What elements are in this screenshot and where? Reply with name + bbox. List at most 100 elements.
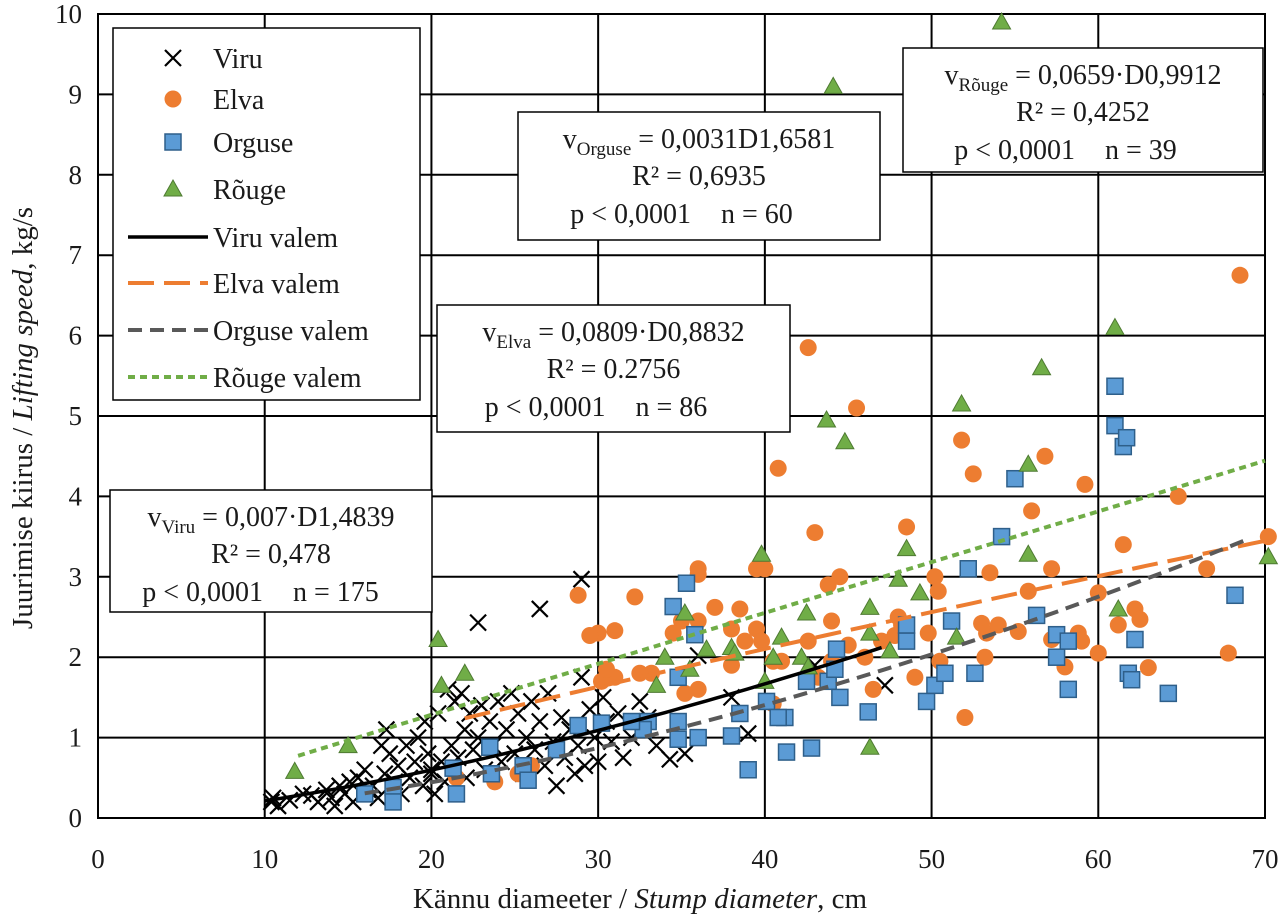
data-point xyxy=(689,612,707,630)
data-point-stroke xyxy=(547,777,566,795)
n-count-text: n = 86 xyxy=(636,392,708,423)
data-point xyxy=(816,410,837,428)
data-point-stroke xyxy=(566,765,584,783)
y-tick-label: 3 xyxy=(69,562,83,592)
legend-label: Viru valem xyxy=(213,223,338,254)
data-point xyxy=(576,756,594,775)
legend-label: Rõuge valem xyxy=(213,363,362,394)
data-point xyxy=(898,518,916,536)
data-point-stroke xyxy=(572,570,591,588)
data-point xyxy=(631,692,649,711)
data-point-stroke xyxy=(309,793,327,811)
data-point xyxy=(946,627,967,645)
data-point-stroke xyxy=(442,736,461,755)
data-point xyxy=(1031,357,1052,376)
series-orguse xyxy=(355,377,1244,811)
data-point xyxy=(414,777,432,795)
data-point-stroke xyxy=(489,692,507,711)
equation-v: v xyxy=(563,124,577,155)
p-value-text: p < 0,0001 xyxy=(485,392,606,423)
x-tick-label: 50 xyxy=(918,844,945,874)
series-elva xyxy=(447,266,1277,791)
data-point-stroke xyxy=(452,684,471,703)
data-point xyxy=(597,660,615,678)
data-point xyxy=(614,748,632,767)
data-point xyxy=(664,597,682,616)
data-point-stroke xyxy=(481,712,499,731)
x-tick-label: 20 xyxy=(418,844,445,874)
data-point xyxy=(569,716,587,735)
equation-subscript: Elva xyxy=(496,332,531,353)
n-count-text: n = 39 xyxy=(1105,135,1177,166)
y-tick-label: 9 xyxy=(69,79,83,109)
p-value-text: p < 0,0001 xyxy=(570,199,691,230)
data-point-stroke xyxy=(455,720,474,739)
data-point xyxy=(1023,502,1041,520)
equation-box-frame xyxy=(436,304,791,433)
equation-formula: = 0,0809·D0,8832 xyxy=(531,317,744,348)
data-point-stroke xyxy=(647,736,666,755)
data-point xyxy=(860,623,880,641)
legend-marker xyxy=(164,133,182,151)
legend-item-rõuge: Rõuge xyxy=(163,175,286,206)
data-point xyxy=(1198,560,1216,578)
data-point xyxy=(953,431,971,449)
data-point xyxy=(966,664,984,683)
data-point xyxy=(731,600,749,618)
data-point xyxy=(942,612,961,630)
x-tick-label: 0 xyxy=(91,844,105,874)
data-point xyxy=(676,684,694,702)
data-point xyxy=(677,574,696,592)
data-point-stroke xyxy=(589,752,607,771)
legend-item-orguse: Orguse xyxy=(164,128,293,159)
legend-label: Orguse valem xyxy=(213,316,369,347)
y-tick-label: 2 xyxy=(69,642,83,672)
y-axis-label: Juurimise kiirus / Lifting speed, kg/s xyxy=(7,207,39,629)
data-point xyxy=(405,752,424,771)
data-point xyxy=(517,728,536,747)
data-point xyxy=(646,675,667,693)
x-tick-label: 60 xyxy=(1085,844,1112,874)
data-point xyxy=(897,632,916,650)
data-point xyxy=(777,743,796,761)
legend-item-rõuge-valem: Rõuge valem xyxy=(128,363,362,394)
x-tick-label: 40 xyxy=(751,844,778,874)
data-point xyxy=(380,744,399,763)
r-squared-text: R² = 0,478 xyxy=(211,539,331,570)
data-point xyxy=(769,708,787,727)
data-point xyxy=(1059,680,1078,699)
series-rõuge xyxy=(284,12,1279,779)
data-point-stroke xyxy=(531,712,549,731)
data-point xyxy=(676,744,694,763)
data-point xyxy=(1219,644,1237,662)
data-point xyxy=(552,708,571,727)
equation-text: vViru = 0,007·D1,4839 xyxy=(147,502,394,538)
data-point xyxy=(330,777,349,795)
data-point xyxy=(1076,475,1094,493)
data-point xyxy=(751,544,772,562)
data-point xyxy=(919,624,937,642)
data-point xyxy=(384,793,402,811)
data-point xyxy=(669,730,687,748)
data-point xyxy=(338,735,358,754)
data-point xyxy=(696,639,717,657)
data-point xyxy=(835,431,855,450)
data-point xyxy=(929,582,947,600)
data-point xyxy=(309,793,327,811)
y-tick-label: 10 xyxy=(55,0,82,29)
equation-text: vOrguse = 0,0031D1,6581 xyxy=(563,124,836,160)
data-point xyxy=(1117,428,1136,447)
data-point xyxy=(799,632,817,650)
fit-line-rõuge xyxy=(297,458,1266,758)
data-point-stroke xyxy=(576,756,594,775)
x-tick-label: 70 xyxy=(1252,844,1279,874)
x-axis-label-italic: Stump diameter xyxy=(634,883,818,915)
data-point-stroke xyxy=(425,785,444,803)
data-point-stroke xyxy=(497,720,516,739)
data-point xyxy=(722,727,741,745)
data-point xyxy=(791,647,812,665)
data-point xyxy=(631,664,649,682)
